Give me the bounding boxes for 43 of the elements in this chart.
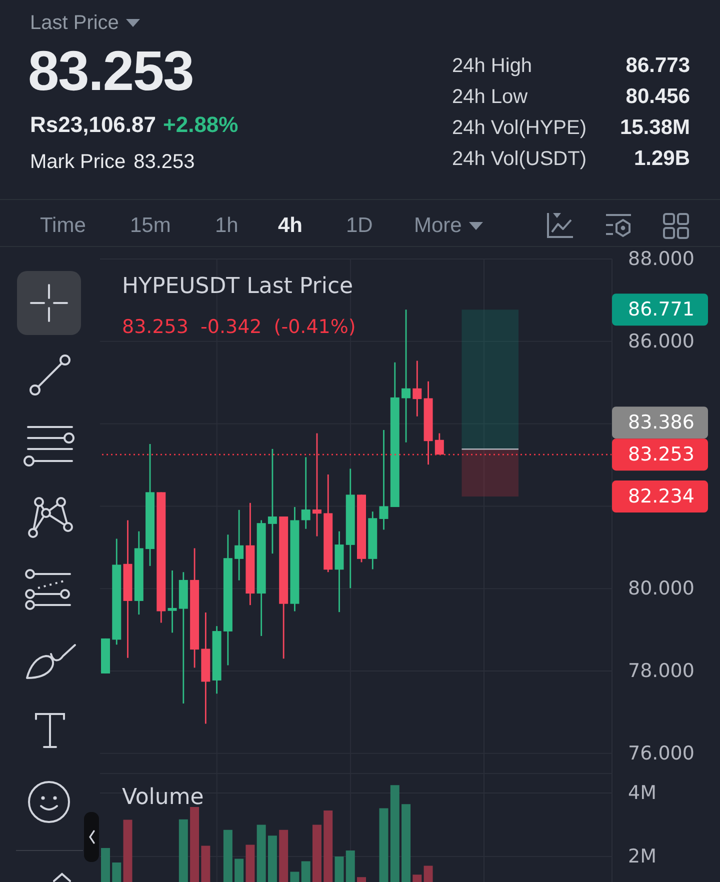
text: Last Price	[30, 11, 119, 35]
candlestick	[234, 509, 244, 582]
text: +2.88%	[163, 112, 238, 137]
text: 86.773	[626, 54, 690, 77]
text: 83.386	[628, 412, 694, 434]
y-tick-label: 86.000	[628, 330, 694, 352]
candlestick	[379, 429, 388, 530]
candlestick	[412, 360, 422, 418]
text: 83.253 -0.342 (-0.41%)	[122, 316, 356, 338]
candlestick	[434, 432, 444, 456]
text: 24h Vol(USDT)	[452, 148, 586, 170]
text: 83.253	[134, 150, 195, 174]
text: 4h	[278, 213, 303, 239]
candlestick	[402, 308, 411, 444]
text: 15.38M	[620, 116, 690, 139]
text: Mark Price	[30, 150, 126, 174]
y-tick-label: 78.000	[628, 660, 694, 682]
y-tick-label: 80.000	[628, 578, 694, 600]
text: 1D	[346, 213, 373, 239]
text: Time	[40, 213, 86, 239]
text: 24h Vol(HYPE)	[452, 117, 587, 139]
text: 15m	[130, 213, 171, 239]
text: 1h	[215, 213, 238, 239]
text: 24h Low	[452, 86, 528, 108]
candlestick	[168, 570, 177, 634]
text: Rs23,106.87	[30, 112, 156, 137]
candlestick	[312, 432, 322, 537]
y-tick-label: 86.771	[628, 298, 694, 321]
y-tick-label: 82.234	[628, 486, 694, 508]
text: 24h High	[452, 55, 532, 77]
candlestick	[268, 448, 277, 554]
y-tick-label: 76.000	[628, 742, 694, 764]
text: 80.456	[626, 85, 690, 108]
text: More	[414, 213, 462, 239]
text: 83.253	[28, 39, 194, 102]
text: HYPEUSDT Last Price	[122, 274, 354, 299]
y-tick-label: 4M	[628, 782, 656, 804]
y-tick-label: 2M	[628, 846, 656, 868]
ref-line-label: 83.253	[628, 444, 694, 466]
text: 1.29B	[634, 147, 690, 170]
text: Volume	[122, 785, 204, 810]
candlestick	[301, 456, 310, 530]
y-tick-label: 88.000	[628, 248, 694, 270]
